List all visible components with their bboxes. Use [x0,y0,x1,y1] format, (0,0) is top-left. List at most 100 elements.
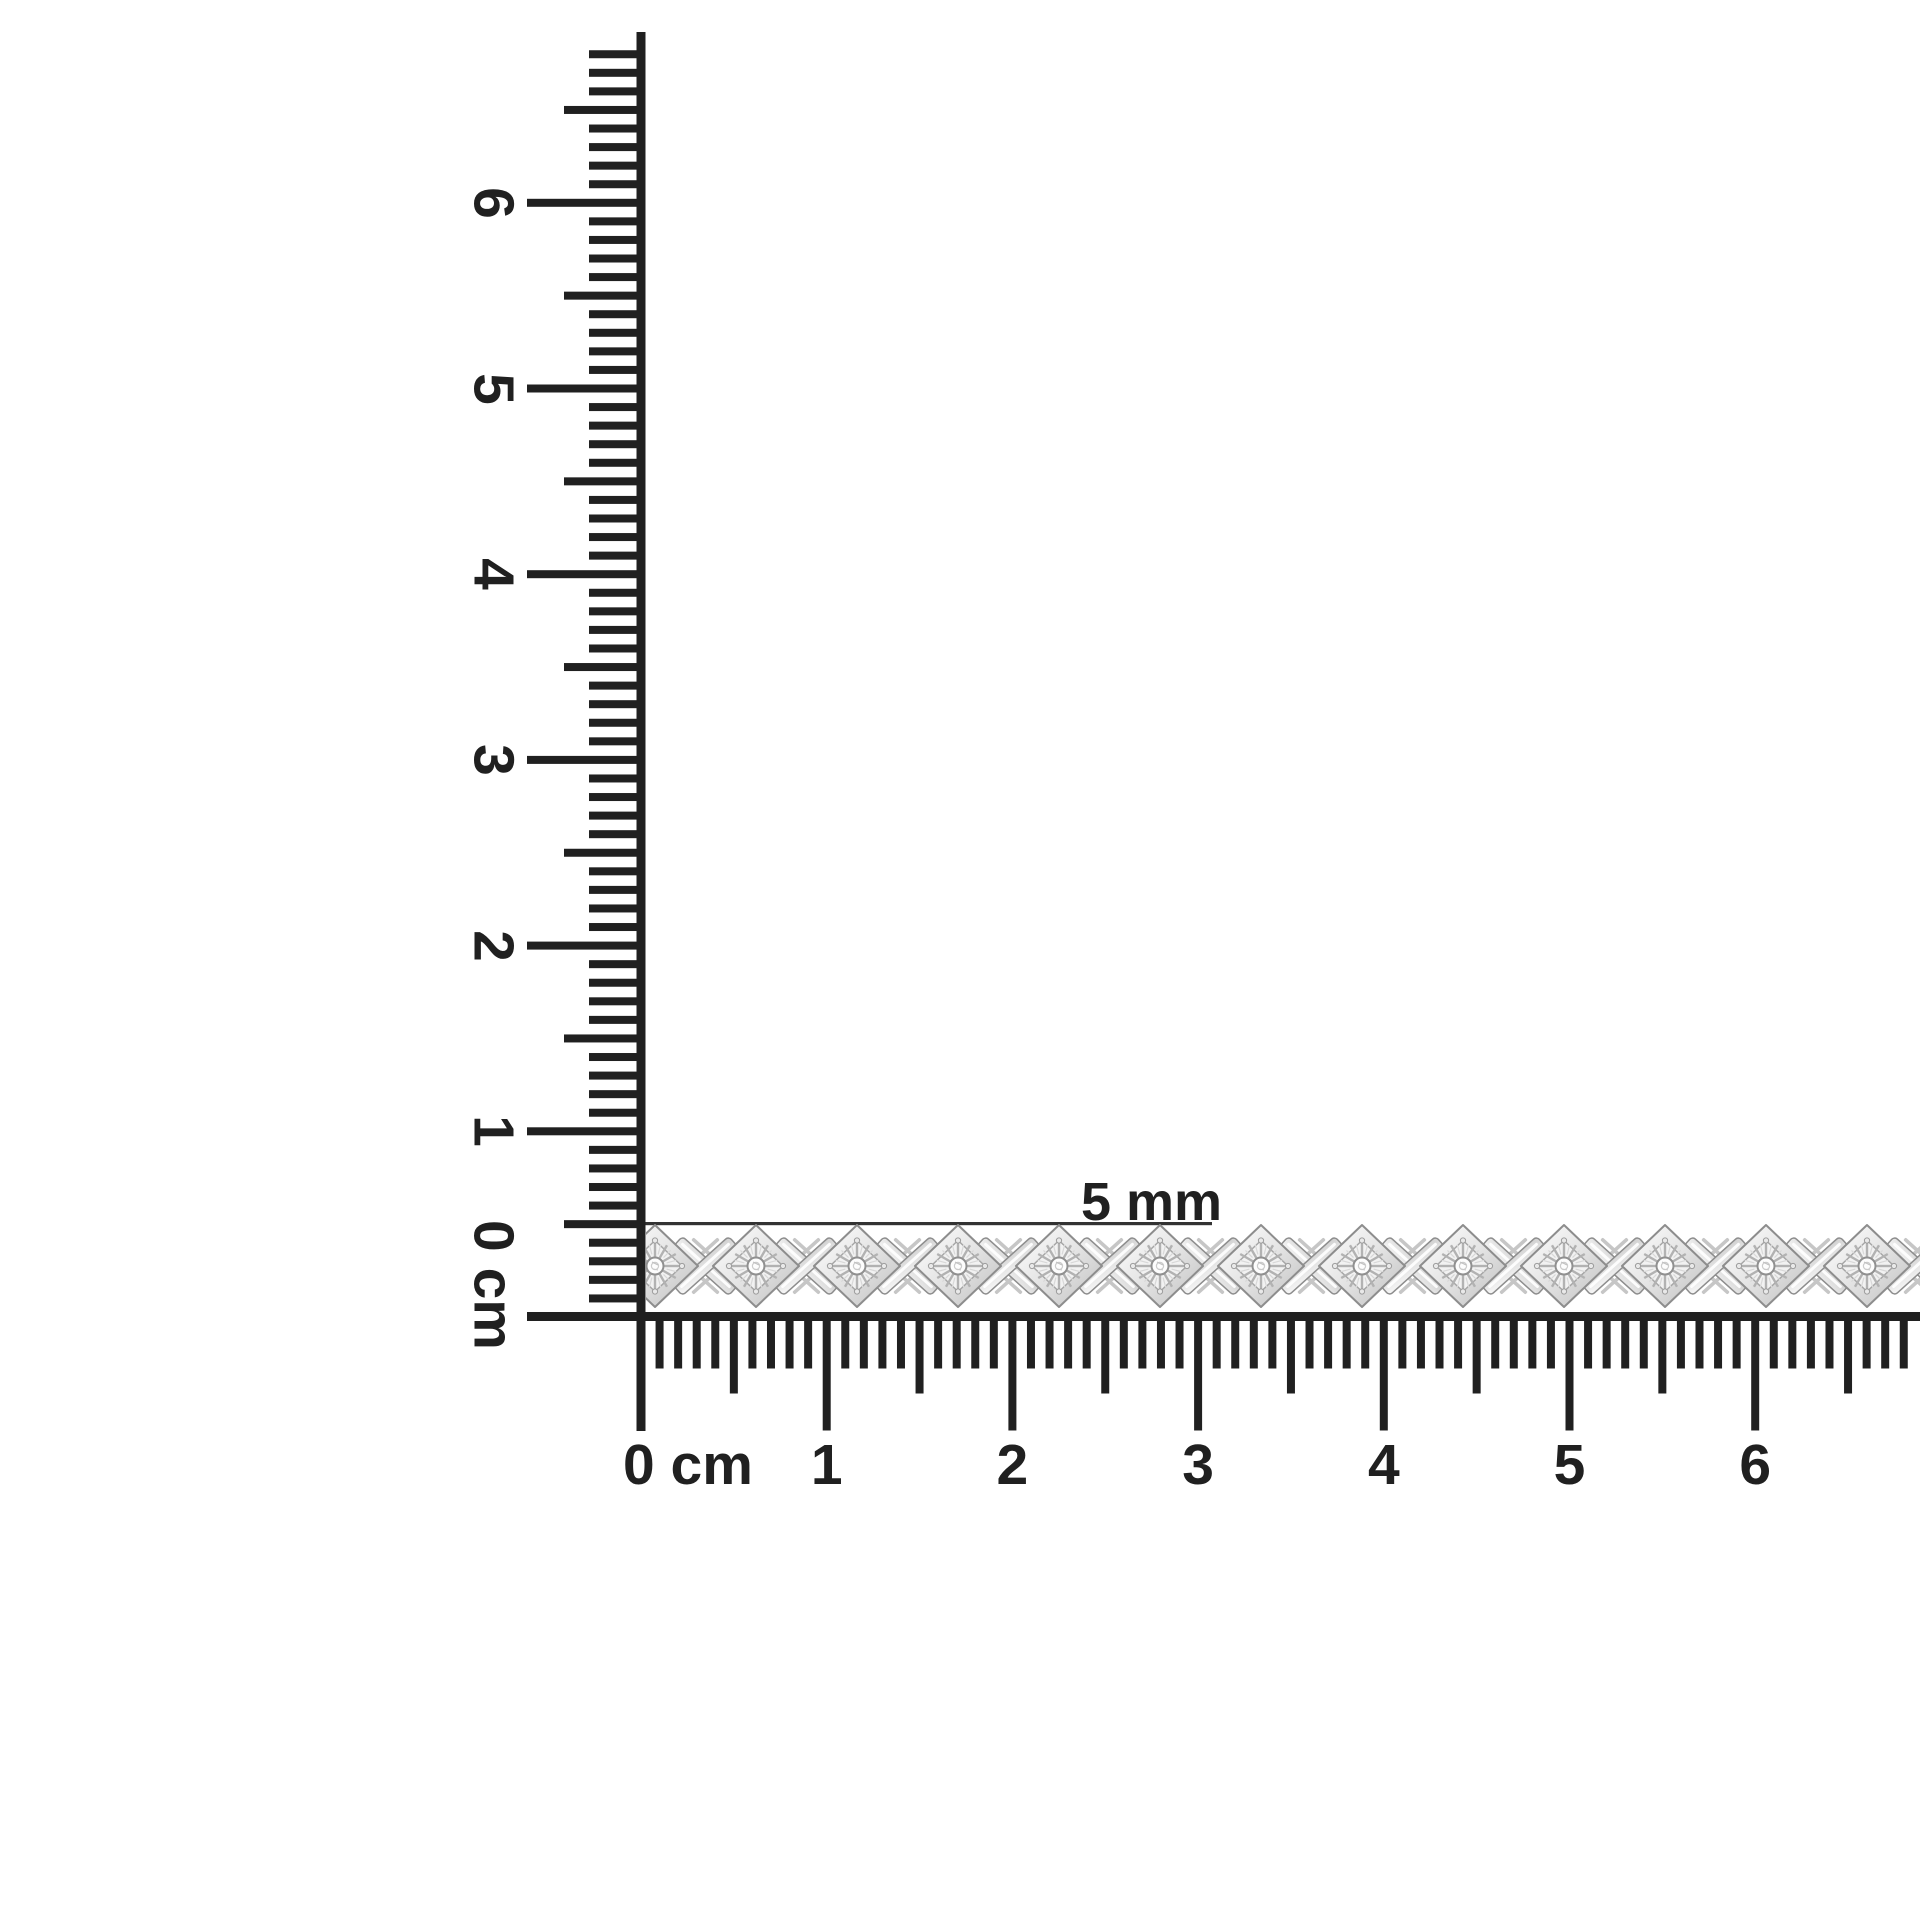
vertical-ruler-label-5: 5 [461,372,526,405]
ruler-tick [1509,1316,1518,1369]
horizontal-ruler-label-0cm: 0 cm [623,1433,753,1497]
diamond-stone [1453,1256,1473,1276]
diamond-link [1015,1224,1103,1308]
ruler-tick [1584,1316,1593,1369]
ruler-tick [589,310,641,319]
diamond-stone [1655,1256,1675,1276]
bracelet-width-label: 5 mm [1081,1172,1223,1232]
ruler-tick [1714,1316,1723,1369]
ruler-tick [589,87,641,96]
diamond-stone [948,1256,968,1276]
ruler-tick [589,495,641,504]
ruler-tick [1751,1316,1760,1431]
ruler-tick [527,941,641,950]
ruler-tick [1045,1316,1054,1369]
ruler-tick [1156,1316,1165,1369]
ruler-tick [1769,1316,1778,1369]
ruler-tick [589,1183,641,1192]
ruler-tick [1788,1316,1797,1369]
ruler-tick [674,1316,683,1369]
ruler-tick [564,1220,641,1229]
ruler-tick [589,1090,641,1099]
ruler-tick [1361,1316,1370,1369]
ruler-tick [692,1316,701,1369]
ruler-tick [564,105,641,114]
ruler-tick [589,403,641,412]
ruler-tick [1621,1316,1630,1369]
ruler-tick [589,533,641,542]
ruler-tick [589,328,641,337]
ruler-tick [1249,1316,1258,1369]
ruler-tick [589,681,641,690]
diamond-link [1520,1224,1608,1308]
diamond-link [1217,1224,1305,1308]
diamond-stone [746,1256,766,1276]
diamond-link [646,1224,699,1308]
horizontal-ruler-label-1: 1 [810,1433,843,1497]
ruler-tick [589,1145,641,1154]
diamond-link [1419,1224,1507,1308]
ruler-tick [564,848,641,857]
diamond-link [813,1224,901,1308]
ruler-tick [589,68,641,77]
ruler-tick [589,551,641,560]
ruler-tick [589,161,641,170]
ruler-tick [1639,1316,1648,1369]
diamond-link [712,1224,800,1308]
horizontal-ruler-label-2: 2 [996,1433,1029,1497]
ruler-tick [564,477,641,486]
ruler-tick [859,1316,868,1369]
ruler-tick [589,885,641,894]
ruler-tick [1194,1316,1203,1431]
bracelet [646,1224,1920,1308]
ruler-tick [589,50,641,59]
ruler-tick [1491,1316,1500,1369]
ruler-tick [1286,1316,1295,1394]
ruler-tick [1101,1316,1110,1394]
diamond-stone [1049,1256,1069,1276]
ruler-tick [589,718,641,727]
ruler-tick [589,1257,641,1266]
ruler-tick [589,1053,641,1062]
vertical-ruler-label-6: 6 [461,186,526,219]
ruler-tick [1528,1316,1537,1369]
ruler-tick [589,458,641,467]
diamond-link [914,1224,1002,1308]
ruler-tick [527,1127,641,1136]
ruler-tick [1899,1316,1908,1369]
ruler-tick [589,904,641,913]
ruler-tick [589,143,641,152]
ruler-tick [589,1238,641,1247]
ruler-tick [589,978,641,987]
x-link [1179,1237,1242,1295]
ruler-tick [1324,1316,1333,1369]
ruler-tick [1064,1316,1073,1369]
ruler-tick [589,793,641,802]
horizontal-ruler-label-6: 6 [1739,1433,1772,1497]
diamond-stone [1756,1256,1776,1276]
ruler-tick [1546,1316,1555,1369]
diamond-stone [1150,1256,1170,1276]
ruler-tick [971,1316,980,1369]
ruler-tick [589,1015,641,1024]
ruler-tick [1175,1316,1184,1369]
ruler-tick [589,124,641,133]
ruler-tick [564,663,641,672]
ruler-tick [934,1316,943,1369]
vertical-ruler-label-2: 2 [461,929,526,962]
horizontal-ruler-label-4: 4 [1367,1433,1400,1497]
ruler-tick [1342,1316,1351,1369]
ruler-tick [1862,1316,1871,1369]
ruler-tick [527,384,641,393]
ruler-tick [1231,1316,1240,1369]
ruler-tick [1435,1316,1444,1369]
ruler-tick [589,1294,641,1303]
ruler-tick [711,1316,720,1369]
ruler-tick [952,1316,961,1369]
measure-line-rule [643,1222,1212,1226]
ruler-tick [589,514,641,523]
diamond-stone [646,1256,665,1276]
ruler-tick [1732,1316,1741,1369]
ruler-tick [589,830,641,839]
